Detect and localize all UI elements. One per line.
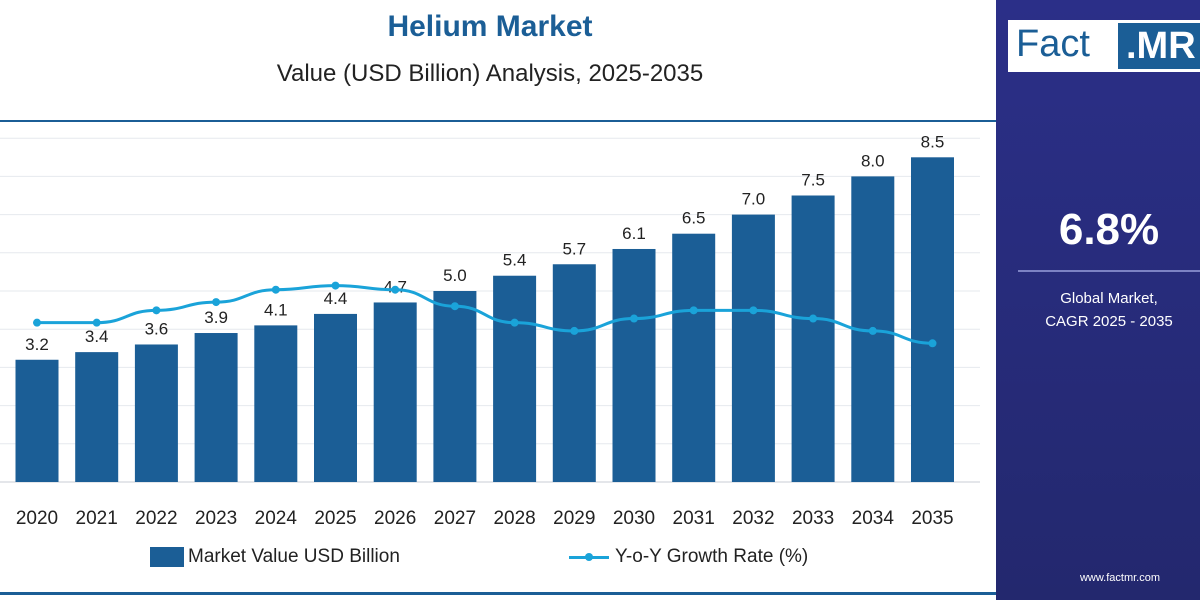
bar [75, 352, 119, 482]
x-tick-label: 2023 [195, 508, 237, 529]
bar [134, 344, 178, 482]
growth-rate-point [331, 281, 340, 290]
x-tick-label: 2032 [732, 508, 774, 529]
x-tick-label: 2035 [911, 508, 953, 529]
bar-value-label: 3.6 [145, 319, 169, 338]
bar-value-label: 5.0 [443, 266, 467, 285]
x-tick-label: 2027 [434, 508, 476, 529]
bar-value-label: 8.5 [921, 132, 945, 151]
bar [612, 248, 656, 482]
growth-rate-point [868, 326, 877, 335]
footer-divider [0, 592, 996, 595]
growth-rate-point [33, 318, 41, 327]
growth-rate-line [37, 284, 933, 345]
bar [433, 291, 477, 482]
bar-value-label: 6.1 [622, 224, 646, 243]
bar [911, 157, 954, 483]
legend-item-growth-rate: Y-o-Y Growth Rate (%) [569, 543, 808, 571]
bar-value-label: 8.0 [861, 151, 885, 170]
growth-rate-point [809, 314, 818, 323]
bar [552, 264, 596, 482]
x-tick-label: 2024 [255, 508, 298, 529]
growth-rate-point [689, 306, 698, 315]
bar [15, 359, 59, 482]
factmr-logo: Fact .MR [1008, 20, 1200, 72]
bar [254, 325, 298, 482]
chart-title: Helium Market [387, 10, 593, 43]
bar [194, 333, 238, 482]
x-tick-label: 2020 [16, 508, 58, 529]
growth-rate-point [928, 339, 937, 348]
bar-value-label: 4.1 [264, 300, 288, 319]
bar [791, 195, 835, 482]
growth-rate-point [510, 318, 519, 327]
growth-rate-point [450, 302, 459, 311]
cagr-value: 6.8% [1058, 205, 1160, 254]
legend-bar-label: Market Value USD Billion [188, 546, 400, 567]
chart-plot: 3.2 2020 3.4 2021 3.6 2022 3.9 2023 4.1 2024 4.4 20… [0, 132, 980, 529]
bar-value-label: 3.9 [204, 308, 228, 327]
x-tick-label: 2025 [314, 508, 356, 529]
legend-item-market-value: Market Value USD Billion [150, 543, 400, 571]
growth-rate-point [630, 314, 638, 323]
legend-bar-swatch [150, 547, 184, 567]
growth-rate-point [212, 298, 221, 307]
growth-rate-point [749, 306, 758, 315]
x-tick-label: 2034 [852, 508, 895, 529]
chart-subtitle: Value (USD Billion) Analysis, 2025-2035 [276, 60, 704, 87]
legend-line-swatch [569, 547, 609, 567]
sidebar-panel [996, 0, 1200, 600]
x-tick-label: 2021 [76, 508, 118, 529]
x-tick-label: 2022 [135, 508, 177, 529]
legend-line-label: Y-o-Y Growth Rate (%) [615, 546, 809, 567]
bar [314, 313, 357, 482]
website-url: www.factmr.com [1079, 572, 1161, 584]
bar-value-label: 4.4 [324, 289, 348, 308]
chart-area: Helium Market Value (USD Billion) Analys… [0, 10, 996, 595]
x-tick-label: 2029 [553, 508, 595, 529]
bar-value-label: 3.2 [25, 335, 49, 354]
header-divider [0, 120, 996, 122]
cagr-label-line2: CAGR 2025 - 2035 [1045, 313, 1173, 330]
logo-text-fact: Fact [1016, 23, 1090, 65]
sidebar-divider [1018, 270, 1200, 272]
cagr-label-line1: Global Market, [1060, 290, 1158, 307]
growth-rate-point [92, 318, 101, 327]
growth-rate-point [570, 326, 579, 335]
logo-text-mr: .MR [1118, 23, 1200, 69]
bar [672, 233, 716, 482]
growth-rate-point [271, 285, 280, 294]
bar-value-label: 3.4 [85, 327, 109, 346]
growth-rate-point [152, 306, 161, 315]
bar [731, 214, 775, 482]
bar-value-label: 6.5 [682, 209, 706, 228]
x-tick-label: 2026 [374, 508, 416, 529]
bar-value-label: 5.4 [503, 251, 527, 270]
x-tick-label: 2028 [493, 508, 535, 529]
bar-value-label: 7.5 [801, 171, 825, 190]
bar-value-label: 7.0 [742, 190, 766, 209]
growth-rate-point [391, 285, 400, 294]
x-tick-label: 2031 [673, 508, 715, 529]
bar [493, 275, 537, 482]
bar-value-label: 5.7 [562, 239, 586, 258]
x-tick-label: 2030 [613, 508, 655, 529]
bar [373, 302, 417, 482]
x-tick-label: 2033 [792, 508, 834, 529]
